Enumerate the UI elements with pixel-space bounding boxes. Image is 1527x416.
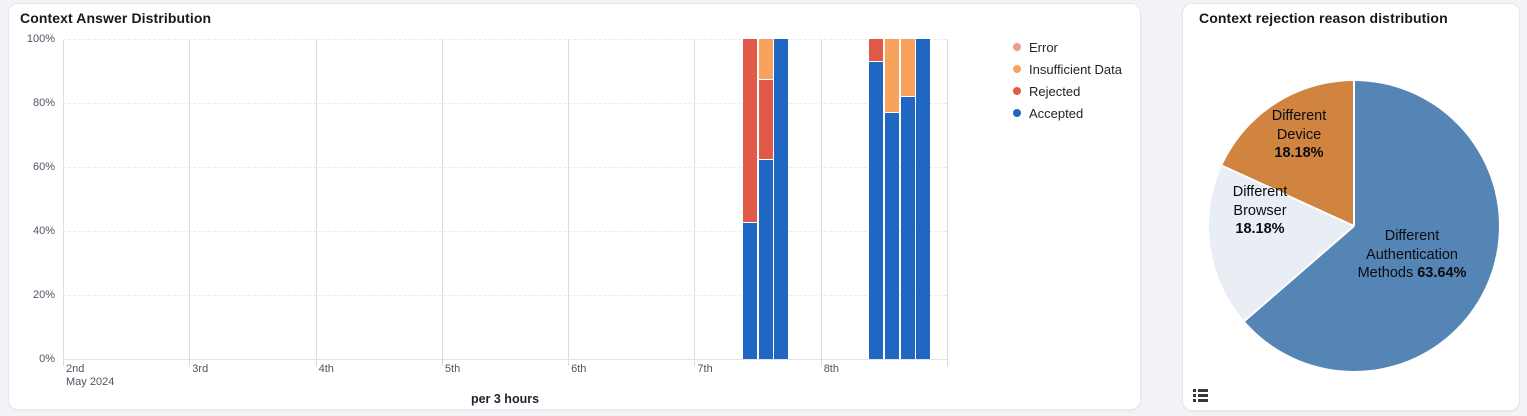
bar-segment-insufficient-data xyxy=(884,39,899,112)
bar-segment-accepted xyxy=(884,111,899,359)
pie-label-different-authentication-methods: Different Authentication Methods 63.64% xyxy=(1357,228,1467,282)
bar-segment-rejected xyxy=(742,39,757,222)
bar-chart-legend: Error Insufficient Data Rejected Accepted xyxy=(1013,36,1122,124)
vertical-gridline xyxy=(315,39,317,366)
vertical-gridline xyxy=(947,39,948,366)
horizontal-gridline xyxy=(63,167,947,168)
pie-label-different-device: Different Device 18.18% xyxy=(1271,108,1327,162)
y-tick-label: 0% xyxy=(39,353,55,365)
stacked-bar-7th-15:00[interactable] xyxy=(774,39,789,359)
vertical-gridline xyxy=(694,39,696,366)
stacked-bar-7th-09:00[interactable] xyxy=(742,39,757,359)
stacked-bar-8th-15:00[interactable] xyxy=(900,39,915,359)
stacked-bar-8th-18:00[interactable] xyxy=(916,39,931,359)
y-tick-label: 40% xyxy=(32,225,55,237)
vertical-gridline xyxy=(189,39,191,366)
x-tick-label: 3rd xyxy=(192,363,209,375)
bar-segment-accepted xyxy=(916,39,931,359)
list-icon-row xyxy=(1193,394,1208,397)
legend-item-label: Insufficient Data xyxy=(1029,61,1122,77)
legend-item-insufficient-data[interactable]: Insufficient Data xyxy=(1013,58,1122,80)
bar-segment-accepted xyxy=(900,96,915,359)
horizontal-gridline xyxy=(63,231,947,232)
context-rejection-reason-card: Context rejection reason distribution Di… xyxy=(1182,3,1520,411)
legend-item-label: Accepted xyxy=(1029,105,1084,121)
y-tick-label: 60% xyxy=(32,161,55,173)
legend-color-dot xyxy=(1013,43,1021,51)
x-tick-label: 5th xyxy=(444,363,461,375)
x-tick-label: 6th xyxy=(571,363,587,375)
bar-segment-insufficient-data xyxy=(758,39,773,79)
legend-item-label: Rejected xyxy=(1029,83,1081,99)
legend-color-dot xyxy=(1013,87,1021,95)
bar-segment-insufficient-data xyxy=(900,39,915,96)
bar-segment-rejected xyxy=(869,39,884,62)
bar-segment-accepted xyxy=(742,221,757,359)
pie-label-different-browser: Different Browser 18.18% xyxy=(1232,184,1288,238)
card-title: Context Answer Distribution xyxy=(20,10,212,26)
stacked-bar-7th-12:00[interactable] xyxy=(758,39,773,359)
legend-color-dot xyxy=(1013,109,1021,117)
legend-item-rejected[interactable]: Rejected xyxy=(1013,80,1122,102)
bar-segment-accepted xyxy=(758,159,773,359)
list-icon-row xyxy=(1193,399,1208,402)
legend-item-label: Error xyxy=(1029,39,1058,55)
legend-list-icon[interactable] xyxy=(1193,389,1208,402)
x-axis-line xyxy=(63,359,947,360)
vertical-gridline xyxy=(63,39,64,366)
legend-color-dot xyxy=(1013,65,1021,73)
stacked-bar-8th-09:00[interactable] xyxy=(869,39,884,359)
card-title: Context rejection reason distribution xyxy=(1199,10,1448,26)
bar-segment-accepted xyxy=(774,39,789,359)
context-answer-distribution-card: Context Answer Distribution 0% 20% 40% 60% 8… xyxy=(8,3,1141,410)
x-tick-label: 4th xyxy=(318,363,334,375)
bar-segment-accepted xyxy=(869,61,884,359)
x-tick-label: 8th xyxy=(823,363,839,375)
horizontal-gridline xyxy=(63,103,947,104)
list-icon-row xyxy=(1193,389,1208,392)
bar-segment-rejected xyxy=(758,79,773,159)
pie-slice-divider xyxy=(1353,81,1355,226)
x-axis-month-label: May 2024 xyxy=(66,376,115,388)
horizontal-gridline xyxy=(63,295,947,296)
y-tick-label: 80% xyxy=(32,97,55,109)
y-tick-label: 100% xyxy=(26,33,55,45)
x-tick-label: 2nd May 2024 xyxy=(66,363,115,388)
vertical-gridline xyxy=(568,39,570,366)
x-tick-label: 7th xyxy=(697,363,713,375)
legend-item-accepted[interactable]: Accepted xyxy=(1013,102,1122,124)
stacked-bar-8th-12:00[interactable] xyxy=(884,39,899,359)
bar-plot-area: 0% 20% 40% 60% 80% 100% 2nd May 2024 3rd 4th 5th 6t… xyxy=(27,33,948,388)
x-axis-caption: per 3 hours xyxy=(470,392,540,406)
vertical-gridline xyxy=(441,39,443,366)
y-tick-label: 20% xyxy=(32,289,55,301)
horizontal-gridline xyxy=(63,39,947,40)
legend-item-error[interactable]: Error xyxy=(1013,36,1122,58)
vertical-gridline xyxy=(820,39,822,366)
